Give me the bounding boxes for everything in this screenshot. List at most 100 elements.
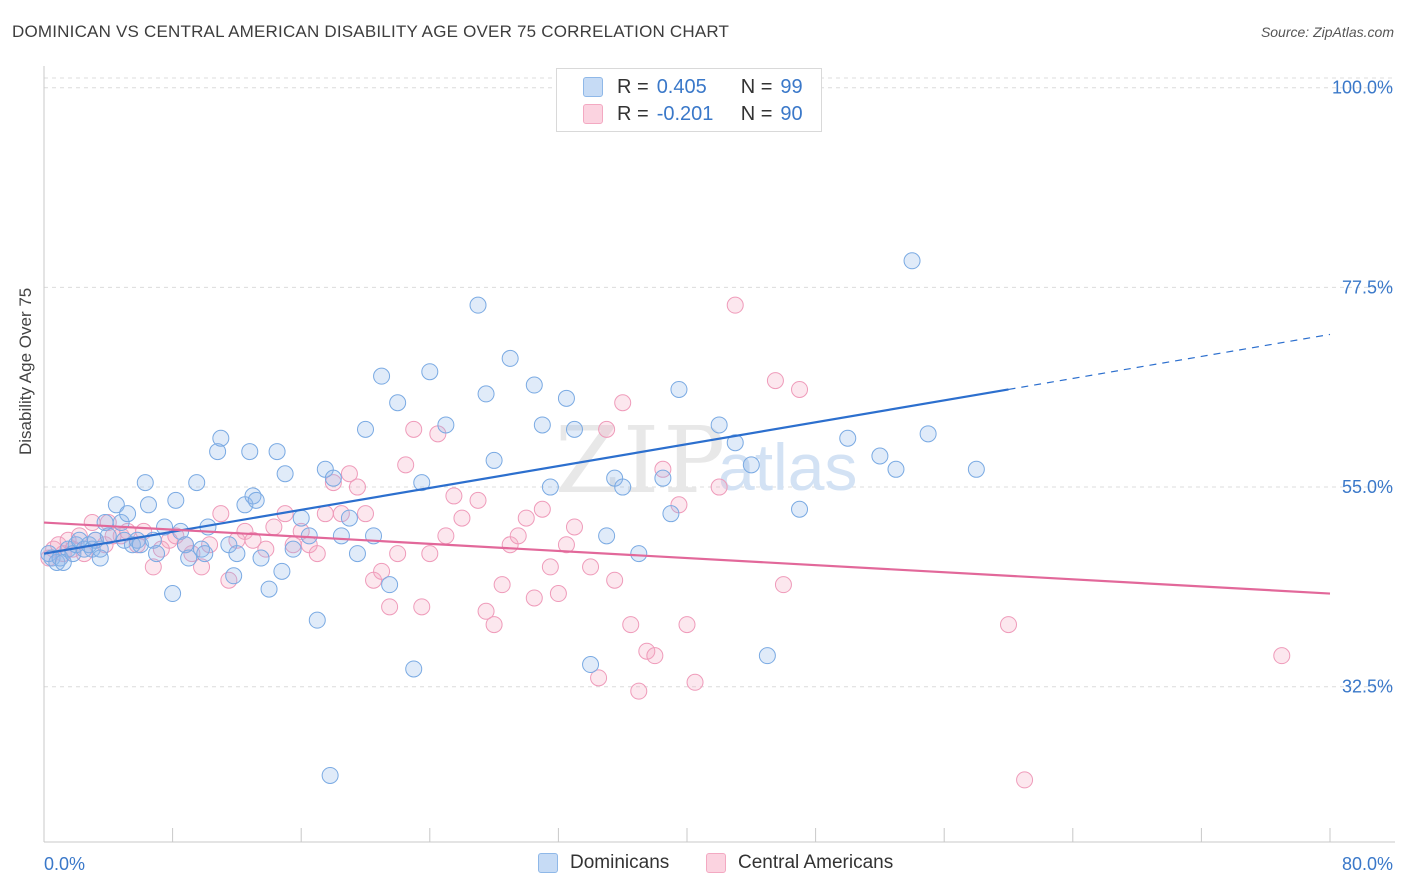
central-american-point [485, 616, 503, 634]
dominican-point [726, 434, 744, 452]
dominican-point [247, 491, 265, 509]
dominican-point [630, 545, 648, 563]
bottom-legend-label-dominicans: Dominicans [570, 852, 670, 873]
dominican-point [758, 647, 776, 665]
tick-labels: 32.5% 55.0% 77.5% 100.0% 0.0% 80.0% [44, 78, 1393, 874]
dominican-point [413, 474, 431, 492]
central-american-point [348, 478, 366, 496]
central-american-point [678, 616, 696, 634]
dominican-point [188, 474, 206, 492]
dominican-point [119, 505, 137, 523]
dominican-point [791, 500, 809, 518]
dominican-point [887, 460, 905, 478]
central-american-point [606, 571, 624, 589]
legend-r-value-dominicans: 0.405 [656, 75, 707, 98]
dominican-point [148, 545, 166, 563]
central-american-point [397, 456, 415, 474]
central-american-point [292, 522, 310, 540]
central-american-point [340, 465, 358, 483]
central-american-point [144, 558, 162, 576]
dominican-point [405, 660, 423, 678]
trend-line-dominicans [43, 388, 1009, 555]
dominican-point [348, 545, 366, 563]
central-american-point [549, 585, 567, 603]
dominican-point [136, 474, 154, 492]
dominican-point [469, 296, 487, 314]
x-tick-label-min: 0.0% [44, 854, 85, 874]
dominican-point [321, 766, 339, 784]
central-american-point [373, 562, 391, 580]
dominican-point [332, 527, 350, 545]
dominican-point [308, 611, 326, 629]
central-american-point [791, 380, 809, 398]
trend-line-central-americans [43, 521, 1331, 595]
legend-n-value-central-americans: 90 [780, 102, 803, 125]
central-american-point [1016, 771, 1034, 789]
legend-r-value-central-americans: -0.201 [656, 102, 714, 125]
dominican-point [477, 385, 495, 403]
dominican-point [357, 420, 374, 438]
central-american-point [201, 536, 219, 554]
central-american-point [509, 527, 527, 545]
watermark-zip: ZIP [555, 407, 729, 514]
central-american-point [686, 673, 704, 691]
dominican-point [292, 509, 310, 527]
chart-title: DOMINICAN VS CENTRAL AMERICAN DISABILITY… [12, 22, 730, 41]
central-american-point [389, 545, 407, 563]
dominican-point [614, 478, 632, 496]
dominican-point [196, 545, 214, 563]
dominican-point [139, 496, 157, 514]
dominican-point [373, 367, 391, 385]
central-american-point [445, 487, 463, 505]
central-american-point [257, 540, 275, 558]
central-american-point [565, 518, 583, 536]
central-american-point [1000, 616, 1017, 634]
dominican-point [284, 540, 302, 558]
dominican-point [99, 527, 117, 545]
source-label: Source: ZipAtlas.com [1260, 24, 1394, 40]
dominican-point [541, 478, 559, 496]
central-american-point [212, 505, 230, 523]
central-american-point [726, 296, 744, 314]
central-american-point [381, 598, 399, 616]
central-american-point [332, 505, 350, 523]
central-american-point [533, 500, 551, 518]
dominican-point [485, 451, 503, 469]
central-american-point [654, 460, 672, 478]
dominican-point [340, 509, 358, 527]
bottom-legend-swatch-central-americans [706, 853, 726, 873]
dominican-point [228, 545, 246, 563]
central-american-point [244, 531, 262, 549]
central-american-point [70, 527, 88, 545]
y-tick-label: 55.0% [1342, 477, 1393, 497]
axes [43, 66, 1395, 843]
dominican-point [533, 416, 551, 434]
dominican-point [839, 429, 857, 447]
dominican-point [598, 527, 616, 545]
central-american-point [517, 509, 535, 527]
central-american-point [453, 509, 471, 527]
dominican-point [176, 536, 194, 554]
dominican-point [209, 443, 227, 461]
dominican-point [225, 567, 243, 585]
bottom-legend: Dominicans Central Americans [0, 852, 1406, 878]
legend-n-label: N = [740, 102, 773, 125]
central-american-point [638, 642, 656, 660]
trend-lines [43, 333, 1331, 595]
central-american-point [525, 589, 543, 607]
central-american-point [324, 474, 342, 492]
central-american-point [766, 372, 784, 390]
bottom-legend-dominicans[interactable]: Dominicans [538, 852, 669, 874]
dominican-point [662, 505, 680, 523]
y-tick-label: 100.0% [1332, 78, 1393, 98]
dominican-point [710, 416, 728, 434]
bottom-legend-swatch-dominicans [538, 853, 558, 873]
bottom-legend-central-americans[interactable]: Central Americans [706, 852, 893, 874]
dominican-point [212, 429, 230, 447]
dominican-point [582, 656, 600, 674]
central-american-point [405, 420, 423, 438]
y-tick-label: 77.5% [1342, 277, 1393, 297]
dominican-point [742, 456, 760, 474]
grid-lines [44, 77, 1395, 688]
